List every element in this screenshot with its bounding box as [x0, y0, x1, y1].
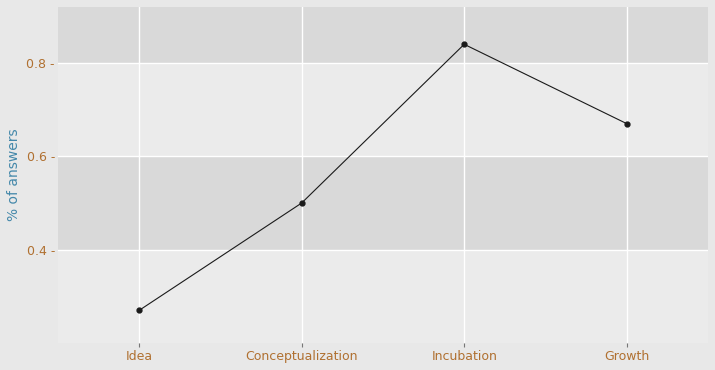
Bar	[58, 63, 708, 157]
Y-axis label: % of answers: % of answers	[7, 129, 21, 221]
Bar	[58, 157, 708, 250]
Bar	[58, 7, 708, 63]
Bar	[58, 250, 708, 343]
